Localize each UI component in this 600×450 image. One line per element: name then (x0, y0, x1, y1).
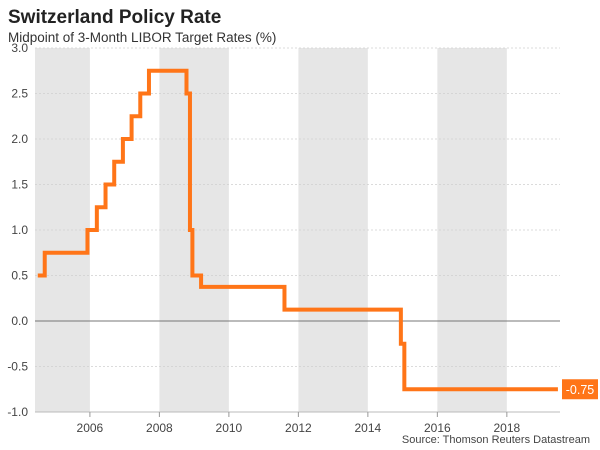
y-tick-label: 2.0 (11, 132, 28, 146)
x-tick-label: 2006 (77, 421, 104, 435)
x-tick-label: 2012 (285, 421, 312, 435)
y-tick-label: 0.0 (11, 314, 28, 328)
y-tick-label: 1.0 (11, 223, 28, 237)
x-tick-label: 2008 (146, 421, 173, 435)
x-tick-label: 2016 (424, 421, 451, 435)
y-tick-label: -0.5 (7, 360, 28, 374)
y-tick-label: 2.5 (11, 87, 28, 101)
end-value-label: -0.75 (566, 383, 595, 397)
y-tick-label: 1.5 (11, 178, 28, 192)
x-tick-label: 2014 (355, 421, 382, 435)
x-tick-label: 2018 (493, 421, 520, 435)
source-note: Source: Thomson Reuters Datastream (402, 434, 590, 446)
end-value-badge (562, 379, 598, 400)
y-tick-label: 0.5 (11, 269, 28, 283)
y-tick-label: 3.0 (11, 41, 28, 55)
chart-title: Switzerland Policy Rate (8, 7, 221, 28)
x-tick-label: 2010 (216, 421, 243, 435)
policy-rate-line (37, 68, 558, 392)
chart-subtitle: Midpoint of 3-Month LIBOR Target Rates (… (8, 30, 276, 45)
y-tick-label: -1.0 (7, 405, 28, 419)
